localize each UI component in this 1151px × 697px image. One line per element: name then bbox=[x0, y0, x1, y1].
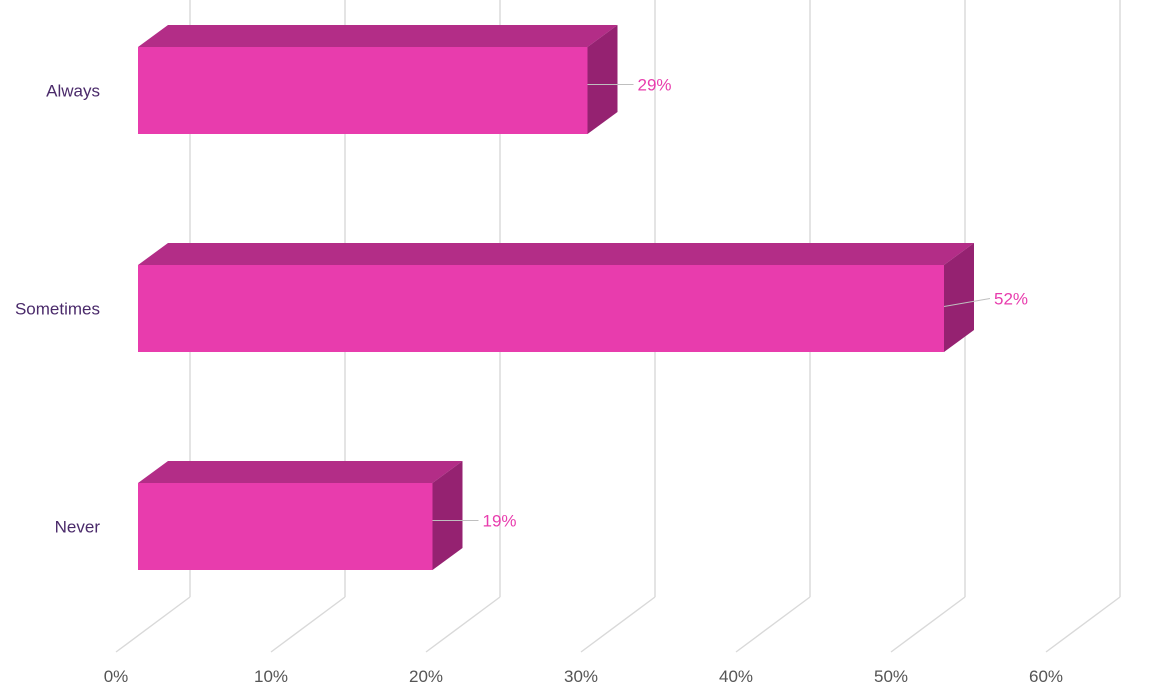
category-label: Always bbox=[46, 82, 100, 101]
labels-layer: 0% 10% 20% 30% 40% 50% 60% Always 29% Sometimes 52… bbox=[15, 76, 1063, 687]
x-tick-label: 60% bbox=[1029, 667, 1063, 686]
data-label: 52% bbox=[994, 290, 1028, 309]
data-label: 19% bbox=[483, 512, 517, 531]
x-tick-label: 40% bbox=[719, 667, 753, 686]
gridline-floor bbox=[580, 596, 656, 653]
bar-top-face bbox=[138, 461, 463, 483]
bar-never bbox=[138, 483, 433, 570]
x-tick-label: 50% bbox=[874, 667, 908, 686]
gridline-floor bbox=[735, 596, 811, 653]
bar-always bbox=[138, 47, 588, 134]
bar-top-face bbox=[138, 25, 618, 47]
bar-side-face bbox=[587, 25, 618, 134]
bar-side-face bbox=[432, 461, 463, 570]
data-label: 29% bbox=[638, 76, 672, 95]
x-tick-label: 0% bbox=[104, 667, 129, 686]
gridline-floor bbox=[890, 596, 966, 653]
data-label-leader bbox=[943, 298, 991, 307]
bar-top-face bbox=[138, 243, 974, 265]
bars-layer bbox=[138, 25, 974, 570]
x-tick-label: 20% bbox=[409, 667, 443, 686]
category-label: Never bbox=[55, 518, 101, 537]
bar-side-face bbox=[944, 243, 974, 352]
gridline-floor bbox=[425, 596, 501, 653]
bar-sometimes bbox=[138, 265, 944, 352]
gridline-floor bbox=[115, 596, 191, 653]
gridline-floor bbox=[1045, 596, 1121, 653]
gridline-floor bbox=[270, 596, 346, 653]
category-label: Sometimes bbox=[15, 300, 100, 319]
x-tick-label: 10% bbox=[254, 667, 288, 686]
x-tick-label: 30% bbox=[564, 667, 598, 686]
